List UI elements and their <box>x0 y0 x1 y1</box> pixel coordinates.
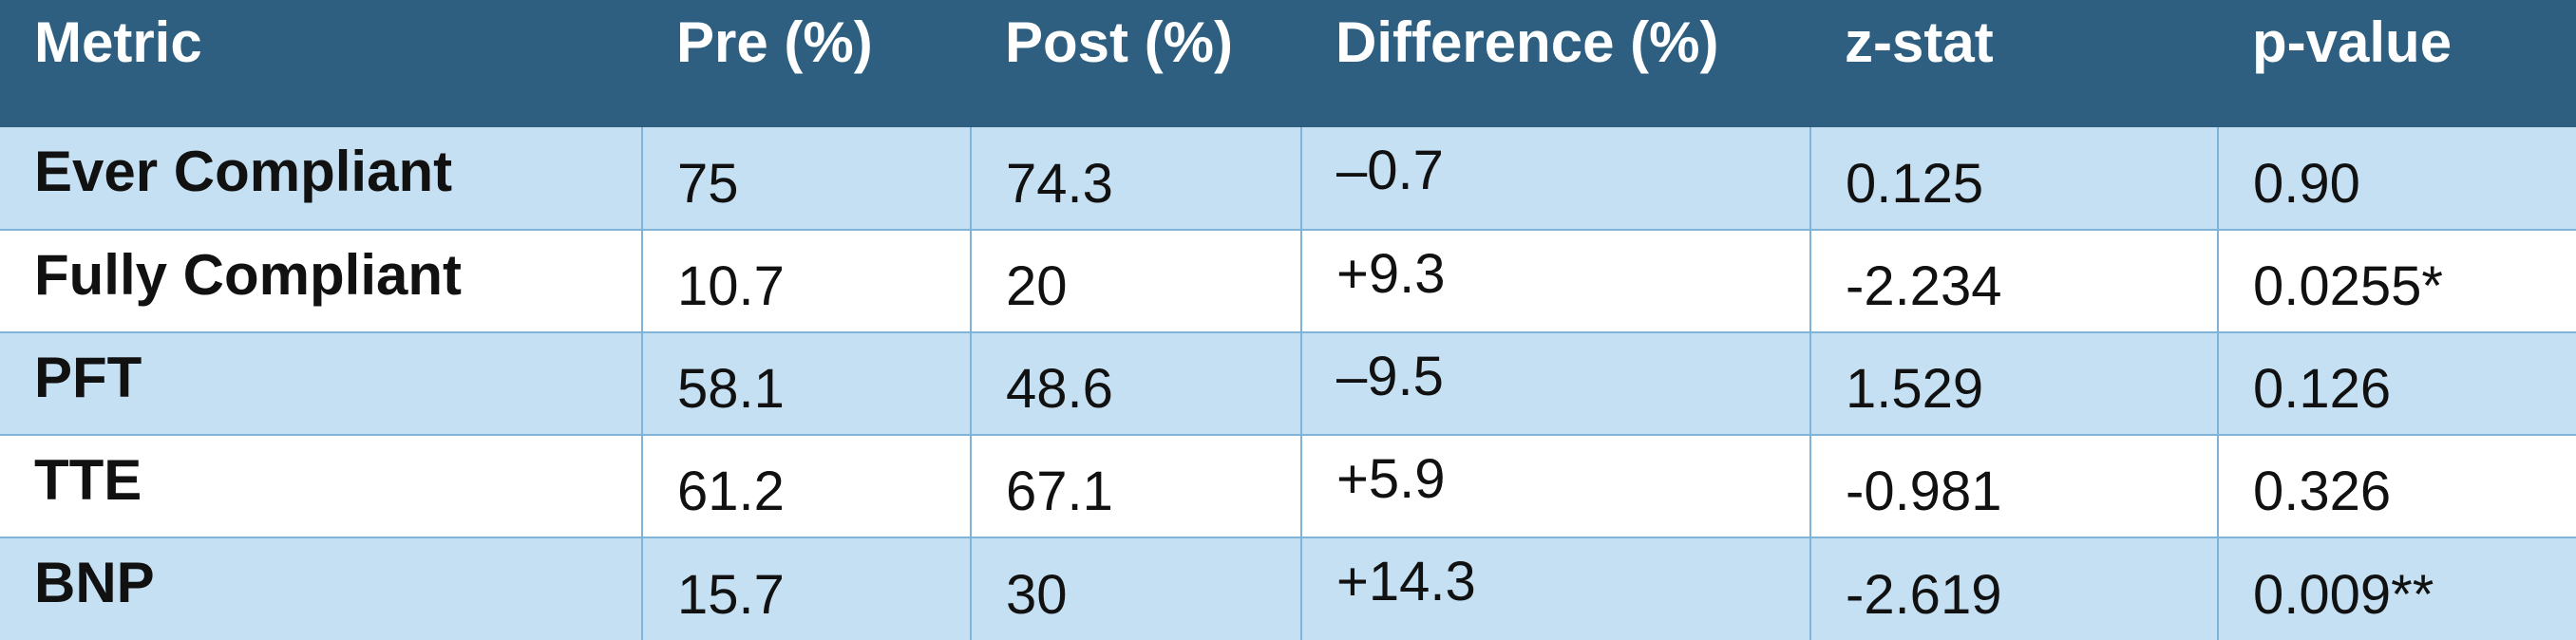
cell-metric: Fully Compliant <box>0 229 643 333</box>
header-metric: Metric <box>0 0 642 127</box>
cell-post: 74.3 <box>970 127 1302 231</box>
cell-pre: 15.7 <box>641 536 972 640</box>
cell-z-stat: 1.529 <box>1809 331 2219 436</box>
cell-difference: +9.3 <box>1300 229 1811 333</box>
header-z-stat: z-stat <box>1810 0 2218 127</box>
cell-difference: –0.7 <box>1300 127 1811 231</box>
cell-z-stat: 0.125 <box>1809 127 2219 231</box>
cell-p-value: 0.126 <box>2217 331 2576 436</box>
header-p-value: p-value <box>2218 0 2576 127</box>
table-row: BNP 15.7 30 +14.3 -2.619 0.009** <box>0 536 2576 640</box>
cell-post: 48.6 <box>970 331 1302 436</box>
cell-metric: Ever Compliant <box>0 127 643 231</box>
table-row: Fully Compliant 10.7 20 +9.3 -2.234 0.02… <box>0 229 2576 333</box>
cell-z-stat: -2.619 <box>1809 536 2219 640</box>
table-body: Ever Compliant 75 74.3 –0.7 0.125 0.90 F… <box>0 127 2576 640</box>
cell-p-value: 0.0255* <box>2217 229 2576 333</box>
cell-difference: –9.5 <box>1300 331 1811 436</box>
header-pre: Pre (%) <box>642 0 971 127</box>
cell-difference: +5.9 <box>1300 434 1811 538</box>
cell-pre: 58.1 <box>641 331 972 436</box>
table-row: PFT 58.1 48.6 –9.5 1.529 0.126 <box>0 331 2576 436</box>
cell-pre: 61.2 <box>641 434 972 538</box>
cell-p-value: 0.326 <box>2217 434 2576 538</box>
cell-difference: +14.3 <box>1300 536 1811 640</box>
table-row: Ever Compliant 75 74.3 –0.7 0.125 0.90 <box>0 127 2576 231</box>
cell-metric: PFT <box>0 331 643 436</box>
cell-z-stat: -0.981 <box>1809 434 2219 538</box>
cell-post: 30 <box>970 536 1302 640</box>
cell-p-value: 0.90 <box>2217 127 2576 231</box>
cell-z-stat: -2.234 <box>1809 229 2219 333</box>
table-row: TTE 61.2 67.1 +5.9 -0.981 0.326 <box>0 434 2576 538</box>
table-header: Metric Pre (%) Post (%) Difference (%) z… <box>0 0 2576 127</box>
cell-p-value: 0.009** <box>2217 536 2576 640</box>
cell-metric: BNP <box>0 536 643 640</box>
header-post: Post (%) <box>971 0 1301 127</box>
header-row: Metric Pre (%) Post (%) Difference (%) z… <box>0 0 2576 127</box>
header-difference: Difference (%) <box>1301 0 1810 127</box>
cell-pre: 75 <box>641 127 972 231</box>
cell-post: 20 <box>970 229 1302 333</box>
cell-pre: 10.7 <box>641 229 972 333</box>
cell-metric: TTE <box>0 434 643 538</box>
cell-post: 67.1 <box>970 434 1302 538</box>
